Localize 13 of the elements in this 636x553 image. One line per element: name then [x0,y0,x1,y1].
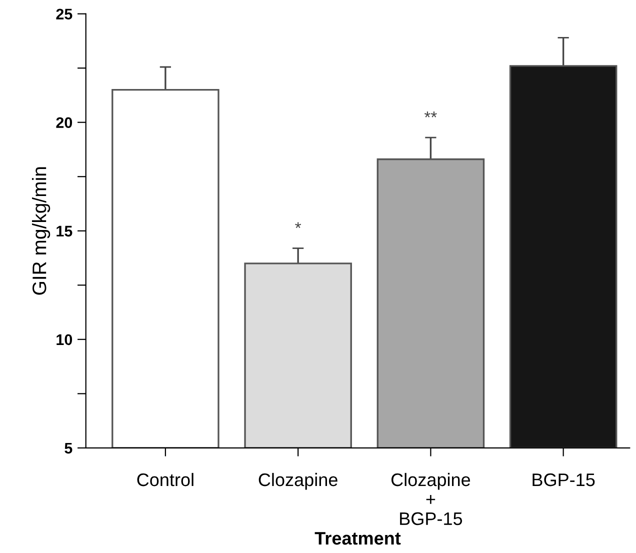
y-tick-label: 10 [56,334,72,346]
annotation: ** [424,112,437,118]
x-tick-label: BGP-15 [532,473,595,486]
y-tick-label: 20 [56,117,72,128]
x-tick-label: Clozapine [258,472,338,490]
y-axis-title: GIR mg/kg/min [32,167,50,295]
annotation: * [295,222,302,228]
x-tick-label: Clozapine + BGP-15 [391,472,470,526]
y-tick-label: 5 [64,442,72,454]
x-axis-title: Treatment [314,532,401,545]
y-tick-label: 15 [56,226,72,237]
x-tick-label: Control [137,472,194,486]
y-tick-label: 25 [56,8,72,20]
